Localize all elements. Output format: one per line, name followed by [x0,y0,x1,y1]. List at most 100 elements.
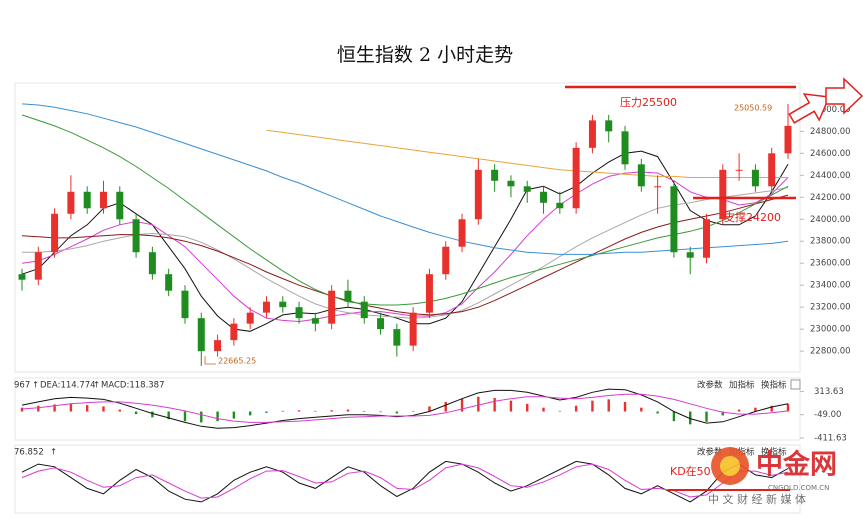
macd-bar [689,411,692,425]
candle-body [523,186,531,192]
candle-body [507,180,515,187]
candle-body [458,219,466,247]
candle-body [654,186,662,188]
macd-bar [20,407,24,412]
macd-bar [134,411,138,415]
candle-body [262,301,270,313]
macd-bar [640,407,643,412]
candle-body [425,274,433,313]
y-tick-label: -411.63 [814,433,847,443]
watermark-domain: CNGOLD.COM.CN [768,484,829,492]
macd-bar [591,400,594,412]
y-tick-label: 23000.00 [810,325,851,335]
macd-arrow: ↑ [32,381,39,391]
macd-bar [53,404,56,412]
candle-body [181,290,189,319]
logo-inner [720,456,740,476]
candle-body [165,274,173,291]
ma-line [21,171,789,323]
candle-body [768,153,776,187]
candle-body [588,120,596,148]
candle-body [377,318,385,330]
macd-bar [574,405,578,412]
candle-body [442,246,450,275]
macd-bar [346,409,350,412]
macd-header-dea: DEA:114.774 [40,381,96,391]
candle-body [360,301,368,319]
k-line [21,460,789,503]
macd-bar [623,401,627,412]
macd-bar [183,411,187,422]
candle-body [605,120,613,132]
macd-bar [526,403,529,412]
macd-bar [200,411,203,423]
candle-body [621,131,629,165]
candle-body [83,191,91,209]
y-tick-label: 24800.00 [810,127,851,137]
ma-line [21,114,789,306]
macd-bar [754,407,757,412]
macd-bar [444,401,447,412]
ma-line [22,186,789,319]
candle-body [132,219,140,253]
macd-bar [102,406,105,412]
candle-body [148,252,156,275]
macd-bar [281,410,284,412]
toolbar-button[interactable]: 改参数 [697,447,723,458]
y-tick-label: 24600.00 [810,149,851,159]
resistance-label: 压力25500 [620,96,677,109]
toolbar-button[interactable]: 加指标 [729,380,755,391]
dea-line [21,393,789,423]
arrow-left [788,93,831,124]
macd-bar [542,407,545,412]
y-tick-label: 23400.00 [810,281,851,291]
macd-bar [477,396,480,412]
macd-bar [672,411,676,422]
watermark: 中金网 CNGOLD.COM.CN 中 文 财 经 新 媒 体 [708,447,837,506]
y-tick-label: 23600.00 [810,259,851,269]
macd-bar [167,411,170,420]
macd-bar [216,411,219,422]
ma-line [21,194,789,316]
candle-body [556,202,564,209]
macd-bar [37,405,40,412]
y-tick-label: 313.63 [814,387,844,397]
watermark-name: 中金网 [756,449,837,481]
candle-body [344,290,352,302]
candle-body [751,169,759,187]
main-panel [14,82,801,373]
macd-bar [411,410,415,412]
macd-bar [265,411,268,413]
macd-bar [248,411,252,416]
candle-body [686,252,694,258]
close-button[interactable] [790,379,801,390]
toolbar-button[interactable]: 换指标 [761,447,787,458]
macd-bar [314,410,317,412]
chart-title: 恒生指数 2 小时走势 [337,44,513,66]
candle-body [637,164,645,187]
plot-layer: 22800.00 23000.00 23200.00 23400.00 23600.00… [18,103,851,503]
macd-header-macd: MACD:118.387 [101,381,165,391]
candle-body [393,329,401,346]
candle-body [295,307,303,319]
candle-body [735,169,743,171]
toolbar-button[interactable]: 换指标 [761,380,787,391]
low-pointer [204,356,216,365]
candle-body [491,169,499,181]
y-tick-label: 25000.00 [810,105,851,115]
toolbar-button[interactable]: 改参数 [697,380,723,391]
candle-body [116,191,124,220]
candle-body [230,323,238,341]
macd-header-dif: 967 [14,381,30,391]
macd-bar [151,411,154,418]
candle-body [328,290,336,324]
arrow-right [825,77,863,115]
kd-header: 76.852 [14,448,44,458]
d-line [21,463,789,499]
macd-bar [428,406,431,412]
candle-body [51,213,59,253]
candle-body [214,340,222,352]
